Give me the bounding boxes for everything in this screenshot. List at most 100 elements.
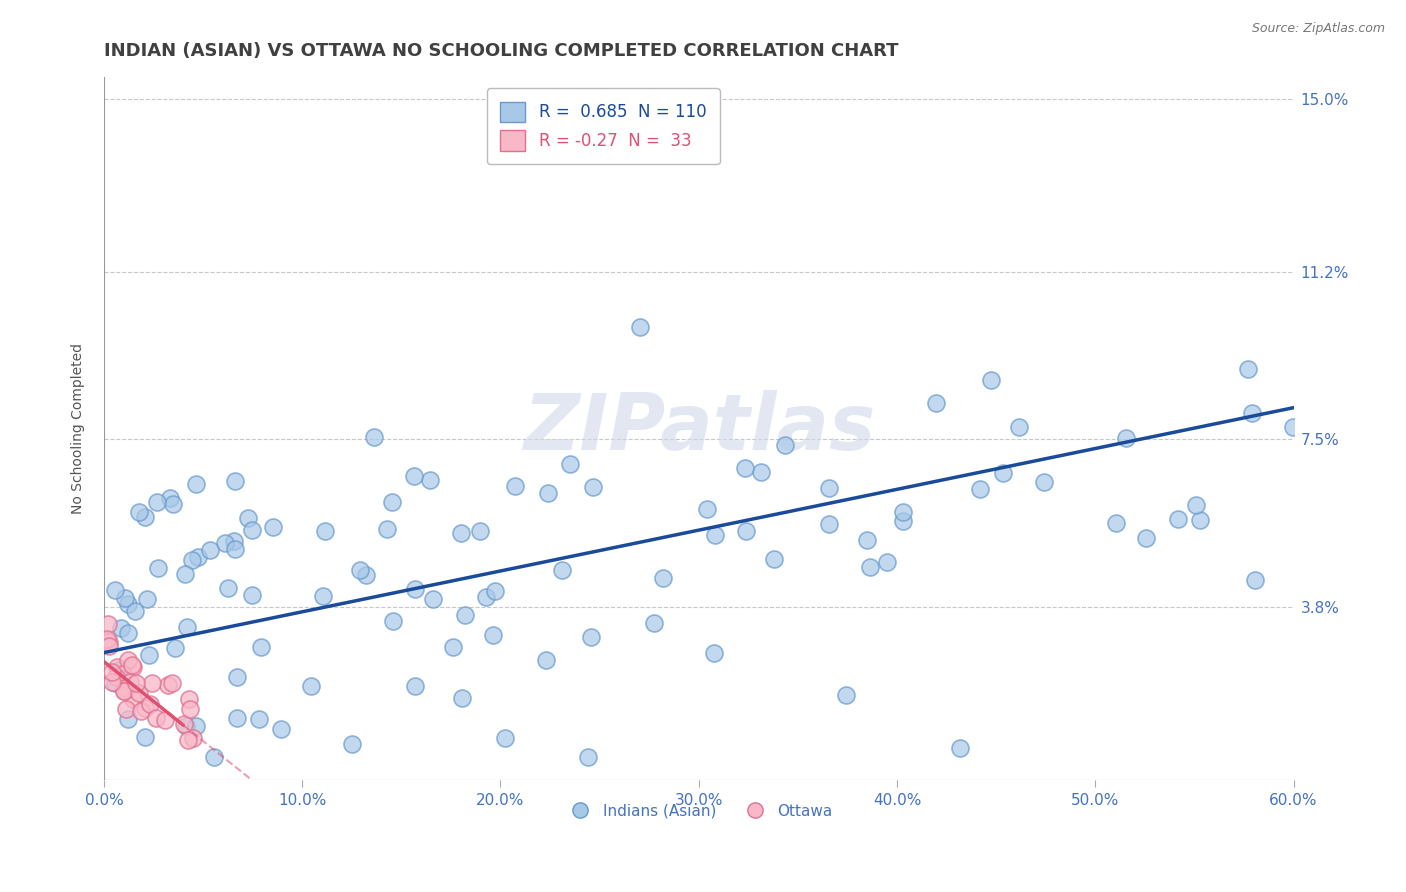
Point	[247, 712, 270, 726]
Point	[179, 701, 201, 715]
Point	[118, 674, 141, 689]
Point	[180, 553, 202, 567]
Point	[156, 678, 179, 692]
Point	[734, 461, 756, 475]
Point	[1105, 516, 1128, 530]
Point	[224, 474, 246, 488]
Point	[96, 632, 118, 646]
Point	[1115, 431, 1137, 445]
Point	[354, 567, 377, 582]
Point	[735, 524, 758, 538]
Point	[122, 692, 145, 706]
Point	[236, 510, 259, 524]
Point	[1184, 498, 1206, 512]
Point	[703, 528, 725, 542]
Point	[925, 396, 948, 410]
Point	[484, 584, 506, 599]
Point	[224, 542, 246, 557]
Point	[98, 639, 121, 653]
Point	[643, 616, 665, 631]
Point	[576, 750, 599, 764]
Point	[117, 712, 139, 726]
Point	[582, 480, 605, 494]
Point	[114, 702, 136, 716]
Point	[134, 509, 156, 524]
Point	[146, 495, 169, 509]
Point	[160, 676, 183, 690]
Point	[454, 607, 477, 622]
Point	[101, 674, 124, 689]
Point	[579, 630, 602, 644]
Point	[186, 477, 208, 491]
Point	[377, 523, 399, 537]
Point	[349, 562, 371, 576]
Point	[1188, 513, 1211, 527]
Point	[187, 550, 209, 565]
Point	[628, 320, 651, 334]
Point	[117, 598, 139, 612]
Point	[382, 614, 405, 628]
Point	[696, 502, 718, 516]
Point	[146, 561, 169, 575]
Point	[494, 731, 516, 745]
Point	[537, 485, 560, 500]
Point	[225, 670, 247, 684]
Point	[534, 653, 557, 667]
Point	[141, 675, 163, 690]
Point	[749, 465, 772, 479]
Point	[159, 491, 181, 505]
Point	[1244, 574, 1267, 588]
Point	[312, 589, 335, 603]
Point	[817, 481, 839, 495]
Point	[1166, 512, 1188, 526]
Point	[198, 542, 221, 557]
Point	[122, 660, 145, 674]
Point	[112, 684, 135, 698]
Point	[181, 731, 204, 745]
Legend: Indians (Asian), Ottawa: Indians (Asian), Ottawa	[558, 797, 839, 825]
Point	[1135, 531, 1157, 545]
Point	[893, 514, 915, 528]
Point	[165, 641, 187, 656]
Point	[217, 581, 239, 595]
Point	[419, 473, 441, 487]
Point	[104, 670, 127, 684]
Point	[969, 483, 991, 497]
Point	[226, 711, 249, 725]
Point	[173, 567, 195, 582]
Point	[117, 626, 139, 640]
Point	[162, 497, 184, 511]
Point	[176, 719, 198, 733]
Point	[138, 648, 160, 663]
Point	[134, 730, 156, 744]
Point	[363, 430, 385, 444]
Point	[105, 660, 128, 674]
Point	[97, 617, 120, 632]
Point	[98, 634, 121, 648]
Point	[893, 505, 915, 519]
Point	[134, 701, 156, 715]
Point	[153, 713, 176, 727]
Point	[101, 665, 124, 680]
Point	[993, 466, 1015, 480]
Point	[450, 525, 472, 540]
Point	[1240, 406, 1263, 420]
Point	[404, 679, 426, 693]
Text: Source: ZipAtlas.com: Source: ZipAtlas.com	[1251, 22, 1385, 36]
Point	[117, 653, 139, 667]
Point	[441, 640, 464, 655]
Point	[173, 717, 195, 731]
Point	[270, 722, 292, 736]
Text: INDIAN (ASIAN) VS OTTAWA NO SCHOOLING COMPLETED CORRELATION CHART: INDIAN (ASIAN) VS OTTAWA NO SCHOOLING CO…	[104, 42, 898, 60]
Point	[104, 676, 127, 690]
Point	[112, 684, 135, 698]
Point	[470, 524, 492, 538]
Point	[177, 691, 200, 706]
Point	[422, 592, 444, 607]
Point	[250, 640, 273, 654]
Point	[104, 582, 127, 597]
Point	[135, 591, 157, 606]
Point	[202, 750, 225, 764]
Point	[475, 591, 498, 605]
Point	[380, 495, 402, 509]
